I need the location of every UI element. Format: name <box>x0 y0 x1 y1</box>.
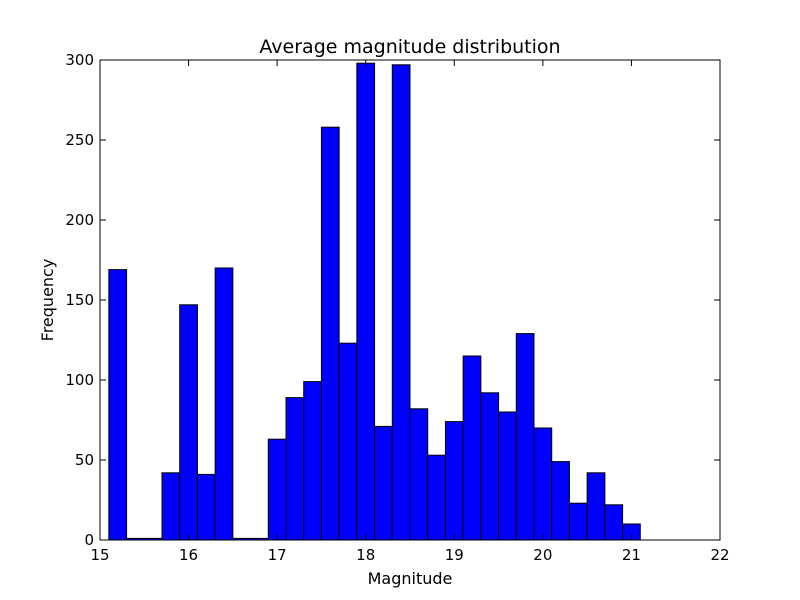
y-axis-title: Frequency <box>38 259 57 342</box>
y-tick-label-1: 50 <box>75 451 94 469</box>
histogram-bar-3 <box>179 304 198 541</box>
x-axis-title: Magnitude <box>368 569 453 588</box>
x-tick-label-0: 15 <box>90 546 109 564</box>
histogram-bar-0 <box>108 269 128 541</box>
histogram-bar-22 <box>533 427 553 541</box>
x-tick-label-3: 18 <box>356 546 375 564</box>
histogram-bar-8 <box>285 397 305 541</box>
histogram-bar-25 <box>586 472 606 541</box>
histogram-bar-26 <box>604 504 624 541</box>
x-tick-label-1: 16 <box>179 546 198 564</box>
x-tick-label-5: 20 <box>533 546 552 564</box>
histogram-bar-13 <box>374 425 393 541</box>
histogram-bar-19 <box>480 392 500 541</box>
histogram-bar-12 <box>356 62 376 541</box>
y-axis-ticks: 0 50 100 150 200 250 300 <box>65 51 720 549</box>
y-tick-label-3: 150 <box>65 291 94 309</box>
histogram-bar-5 <box>214 267 234 541</box>
histogram-bar-20 <box>498 411 517 541</box>
x-tick-label-2: 17 <box>268 546 287 564</box>
histogram-bar-21 <box>515 333 535 541</box>
histogram-bar-24 <box>568 502 588 541</box>
bars-group <box>108 62 641 541</box>
y-tick-label-0: 0 <box>84 531 94 549</box>
histogram-bar-15 <box>409 408 429 541</box>
histogram-bar-11 <box>338 342 358 541</box>
chart-title: Average magnitude distribution <box>259 36 560 58</box>
y-tick-label-5: 250 <box>65 131 94 149</box>
y-tick-label-6: 300 <box>65 51 94 69</box>
x-axis-ticks: 15 16 17 18 19 20 21 22 <box>90 60 730 564</box>
histogram-bar-23 <box>551 461 570 541</box>
x-tick-label-6: 21 <box>622 546 641 564</box>
histogram-bar-2 <box>161 472 181 541</box>
histogram-bar-18 <box>462 355 482 541</box>
y-tick-label-4: 200 <box>65 211 94 229</box>
histogram-bar-9 <box>303 381 322 541</box>
histogram-bar-17 <box>444 421 464 541</box>
histogram-bar-10 <box>320 126 340 541</box>
histogram-bar-7 <box>267 438 287 541</box>
histogram-bar-4 <box>196 473 216 541</box>
y-tick-label-2: 100 <box>65 371 94 389</box>
histogram-bar-14 <box>391 64 411 541</box>
histogram-bar-16 <box>427 454 446 541</box>
x-tick-label-7: 22 <box>710 546 729 564</box>
x-tick-label-4: 19 <box>445 546 464 564</box>
